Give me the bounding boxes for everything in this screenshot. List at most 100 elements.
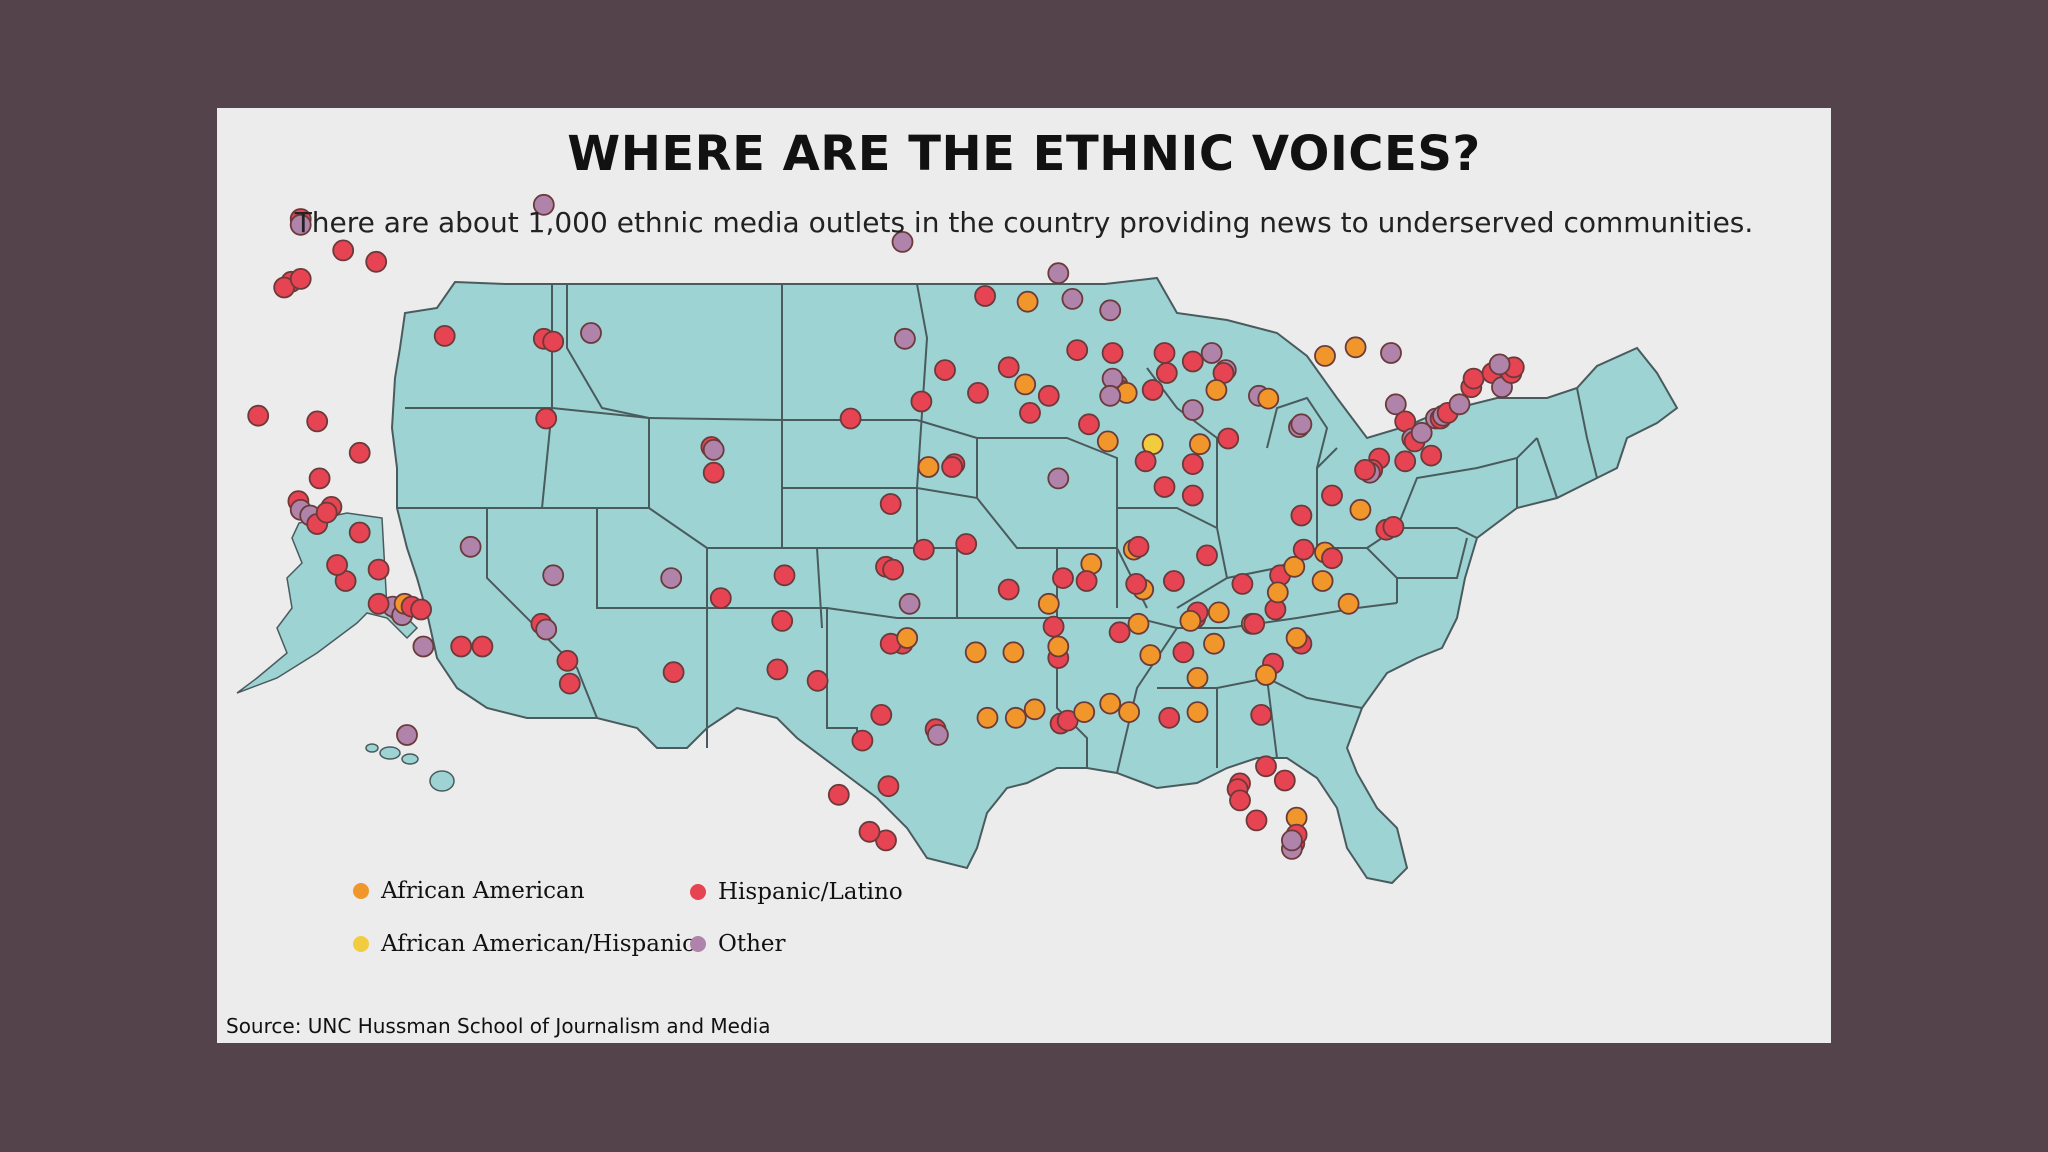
outlet-marker bbox=[927, 724, 949, 746]
outlet-marker bbox=[1019, 401, 1041, 424]
legend-label: African American/Hispanic bbox=[381, 931, 696, 957]
outlet-marker bbox=[558, 672, 581, 695]
outlet-marker bbox=[1014, 373, 1037, 396]
outlet-marker bbox=[1158, 706, 1181, 729]
outlet-marker bbox=[1255, 755, 1277, 778]
outlet-marker bbox=[1380, 342, 1402, 364]
legend-dot-other bbox=[690, 936, 706, 952]
outlet-marker bbox=[1134, 450, 1157, 473]
outlet-marker bbox=[660, 567, 683, 590]
outlet-marker bbox=[542, 564, 565, 587]
us-map bbox=[236, 193, 1679, 885]
hawaii-land bbox=[365, 743, 455, 792]
outlet-marker bbox=[396, 724, 418, 746]
outlet-markers bbox=[247, 193, 1525, 860]
outlet-marker bbox=[410, 598, 433, 621]
outlet-marker bbox=[771, 610, 794, 632]
legend-item-other: Other bbox=[690, 931, 786, 957]
outlet-marker bbox=[910, 390, 933, 413]
outlet-marker bbox=[1052, 567, 1074, 590]
outlet-marker bbox=[1420, 444, 1443, 467]
page-subtitle: There are about 1,000 ethnic media outle… bbox=[294, 206, 1754, 239]
outlet-marker bbox=[766, 658, 789, 681]
legend-item-african-american-hispanic: African American/Hispanic bbox=[353, 931, 695, 957]
outlet-marker bbox=[870, 704, 893, 726]
legend-item-hispanic-latino: Hispanic/Latino bbox=[690, 879, 903, 905]
outlet-marker bbox=[976, 706, 999, 729]
outlet-marker bbox=[348, 521, 371, 544]
outlet-marker bbox=[1250, 704, 1273, 726]
outlet-marker bbox=[1099, 299, 1122, 322]
outlet-marker bbox=[1462, 367, 1485, 390]
outlet-marker bbox=[1155, 362, 1178, 384]
outlet-marker bbox=[1099, 384, 1122, 407]
outlet-marker bbox=[1207, 601, 1230, 624]
outlet-marker bbox=[332, 239, 355, 262]
page-title: WHERE ARE THE ETHNIC VOICES? bbox=[567, 126, 1481, 182]
outlet-marker bbox=[1125, 572, 1148, 595]
outlet-marker bbox=[955, 533, 978, 555]
outlet-marker bbox=[1243, 612, 1266, 635]
outlet-marker bbox=[1078, 413, 1100, 436]
outlet-marker bbox=[1179, 610, 1202, 632]
outlet-marker bbox=[532, 193, 555, 216]
outlet-marker bbox=[827, 783, 850, 806]
outlet-marker bbox=[1203, 632, 1225, 655]
outlet-marker bbox=[1037, 384, 1060, 407]
outlet-marker bbox=[542, 330, 565, 353]
outlet-marker bbox=[702, 438, 725, 461]
legend-label: Other bbox=[718, 931, 786, 957]
outlet-marker bbox=[1321, 484, 1343, 507]
legend-label: African American bbox=[381, 878, 585, 904]
outlet-marker bbox=[1181, 350, 1204, 373]
outlet-marker bbox=[1153, 476, 1176, 498]
outlet-marker bbox=[1229, 789, 1251, 812]
outlet-marker bbox=[1384, 393, 1407, 416]
outlet-marker bbox=[1196, 544, 1218, 567]
outlet-marker bbox=[1189, 433, 1211, 456]
outlet-marker bbox=[1037, 592, 1060, 615]
outlet-marker bbox=[997, 578, 1020, 601]
outlet-marker bbox=[289, 213, 312, 236]
outlet-marker bbox=[315, 501, 338, 524]
outlet-marker bbox=[806, 669, 829, 692]
outlet-marker bbox=[1410, 421, 1433, 444]
outlet-marker bbox=[348, 441, 371, 464]
outlet-marker bbox=[1047, 467, 1070, 490]
infographic-panel: WHERE ARE THE ETHNIC VOICES? There are a… bbox=[217, 108, 1831, 1043]
outlet-marker bbox=[1066, 339, 1089, 362]
outlet-marker bbox=[1073, 701, 1096, 723]
outlet-marker bbox=[1181, 453, 1204, 476]
outlet-marker bbox=[1349, 498, 1372, 521]
outlet-marker bbox=[709, 587, 732, 610]
outlet-marker bbox=[941, 456, 963, 478]
legend-dot-hispanic-latino bbox=[690, 884, 706, 900]
outlet-marker bbox=[1255, 664, 1277, 686]
outlet-marker bbox=[882, 558, 904, 581]
outlet-marker bbox=[1047, 635, 1070, 658]
outlet-marker bbox=[1285, 627, 1308, 649]
outlet-marker bbox=[580, 322, 602, 344]
legend-item-african-american: African American bbox=[353, 878, 585, 904]
outlet-marker bbox=[1217, 427, 1240, 450]
outlet-marker bbox=[1042, 615, 1065, 638]
outlet-marker bbox=[912, 538, 935, 561]
outlet-marker bbox=[896, 627, 919, 649]
outlet-marker bbox=[1141, 379, 1164, 401]
outlet-marker bbox=[1290, 504, 1313, 527]
outlet-marker bbox=[1118, 701, 1140, 723]
outlet-marker bbox=[367, 558, 390, 581]
outlet-marker bbox=[367, 592, 390, 615]
outlet-marker bbox=[365, 250, 388, 273]
outlet-marker bbox=[1108, 621, 1131, 644]
outlet-marker bbox=[1127, 535, 1150, 558]
outlet-marker bbox=[1061, 287, 1084, 310]
outlet-marker bbox=[1002, 641, 1025, 664]
outlet-marker bbox=[1023, 698, 1046, 721]
outlet-marker bbox=[877, 775, 900, 798]
outlet-marker bbox=[247, 404, 270, 427]
outlet-marker bbox=[702, 461, 725, 484]
outlet-marker bbox=[1273, 769, 1296, 792]
outlet-marker bbox=[1153, 342, 1176, 364]
outlet-marker bbox=[1004, 706, 1027, 729]
